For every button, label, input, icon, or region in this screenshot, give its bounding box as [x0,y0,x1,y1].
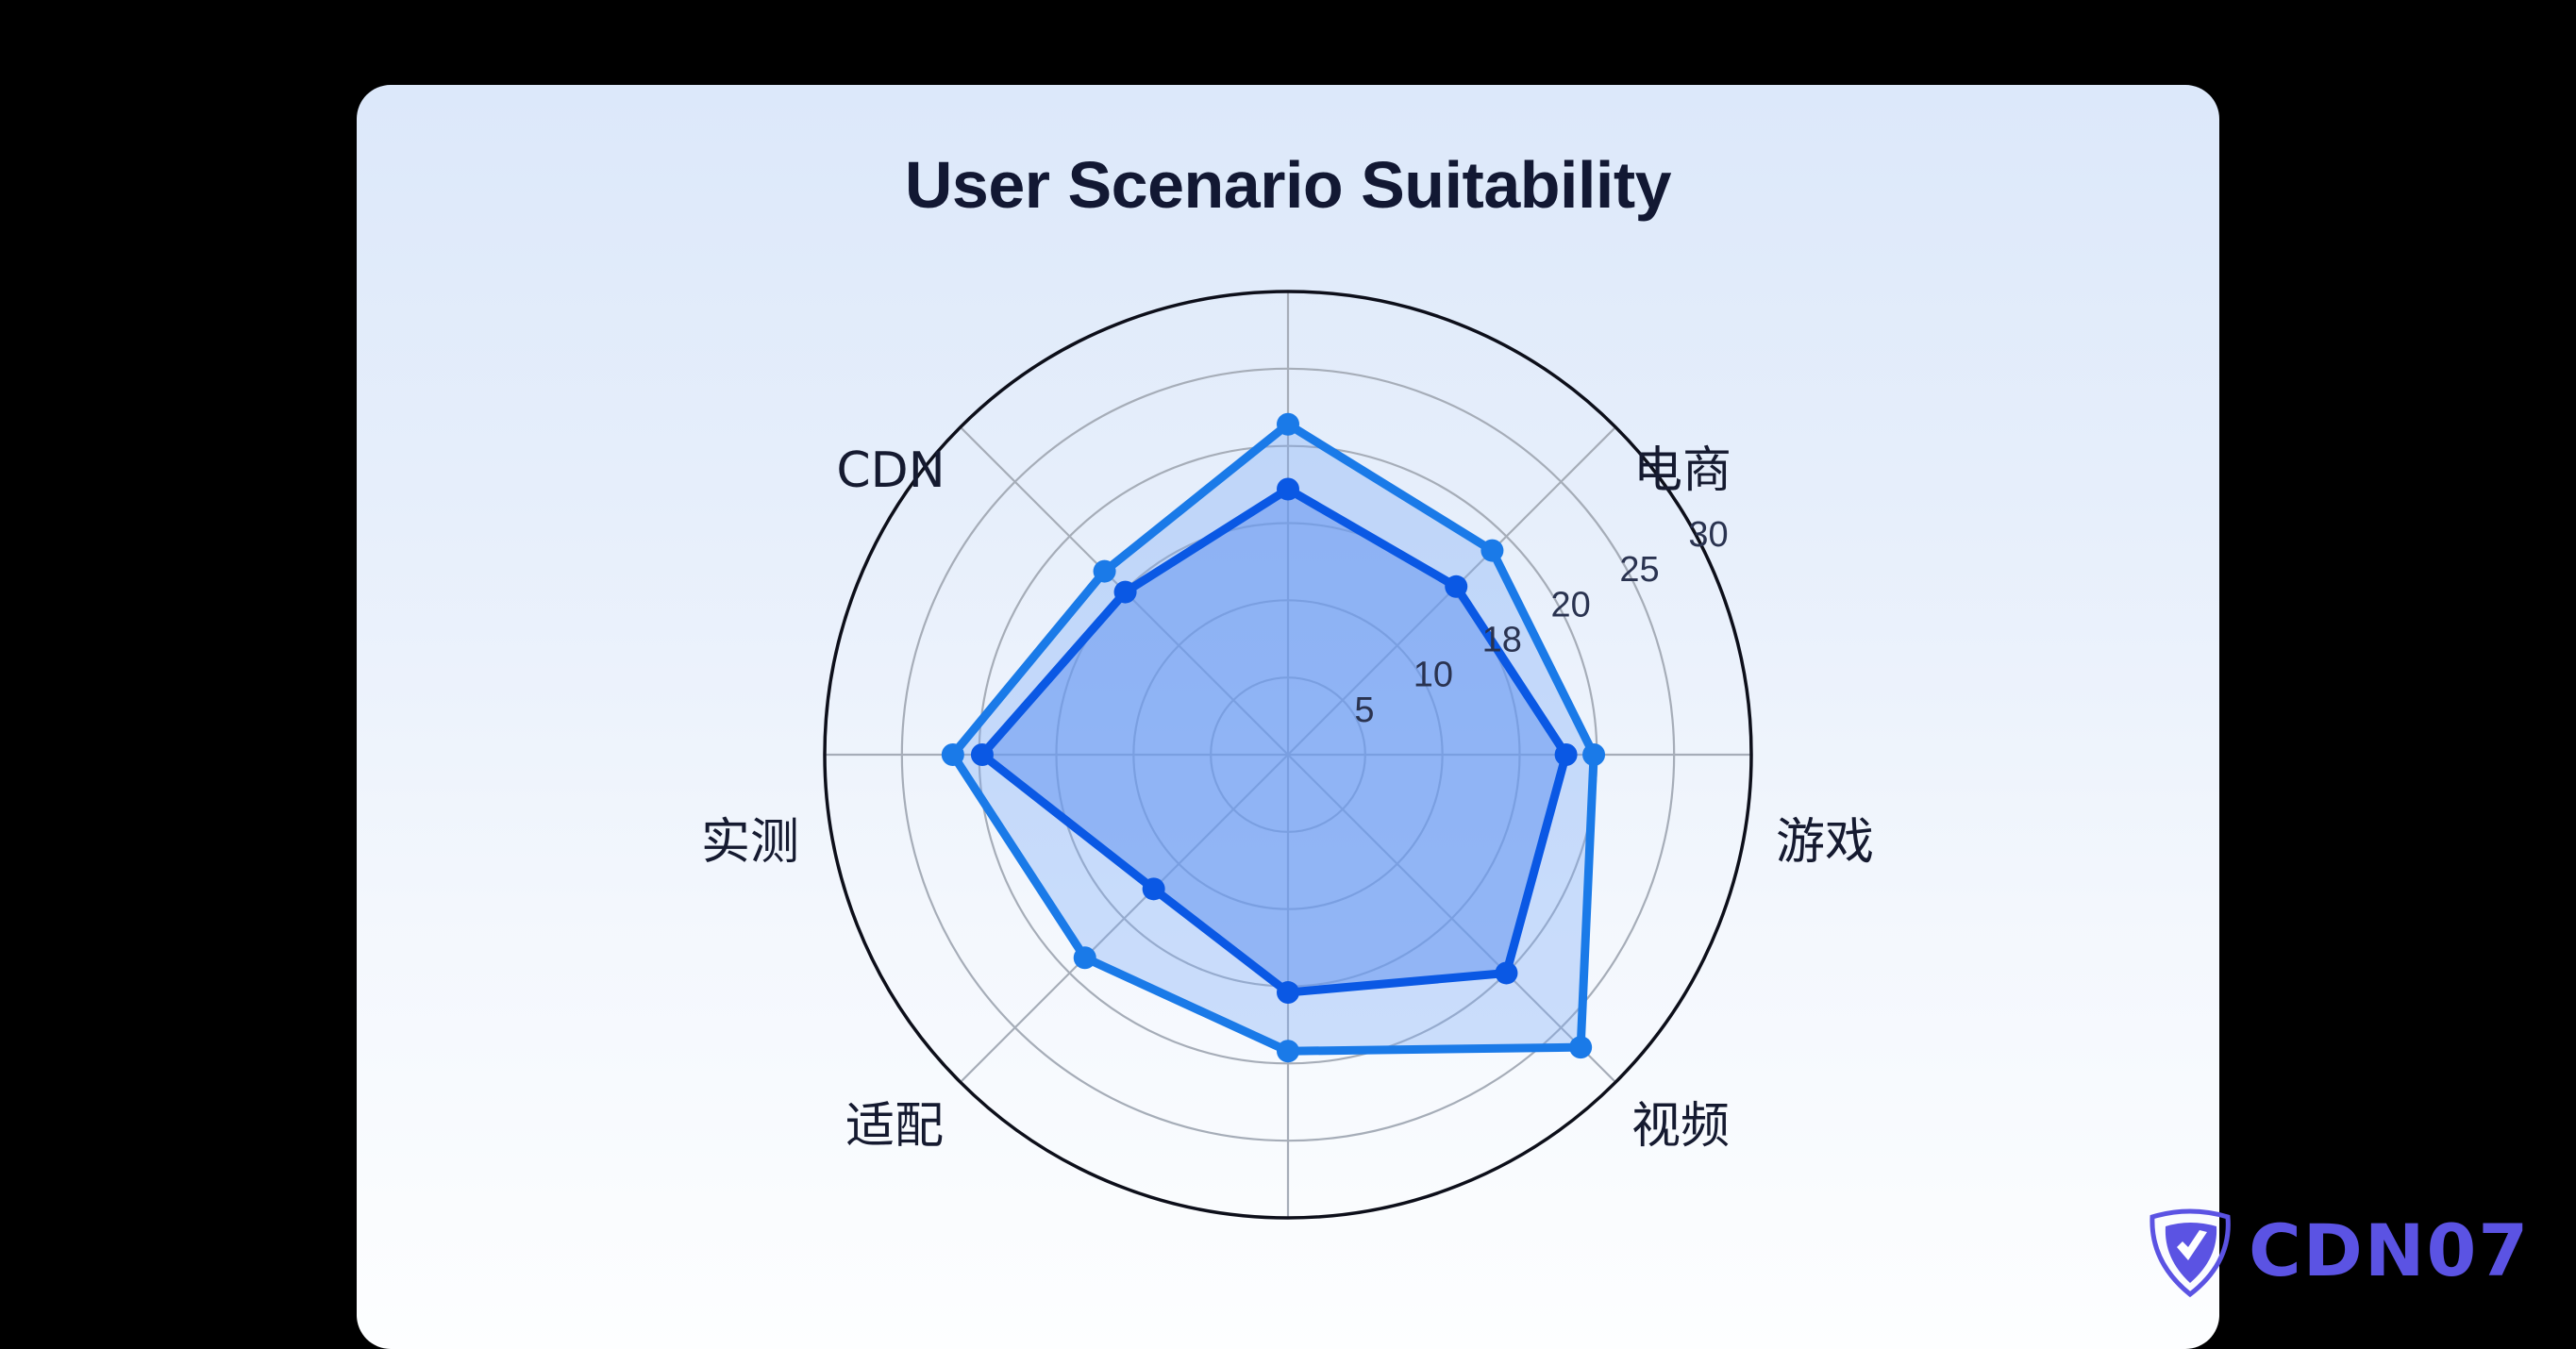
watermark-text: CDN07 [2249,1208,2531,1292]
data-point[interactable] [1277,477,1299,501]
grid-ring [900,367,1676,1142]
axis-label: 适配 [845,1098,944,1155]
radial-tick-labels: 5 10 18 20 25 30 [1354,515,1728,730]
data-point[interactable] [970,743,994,766]
data-point[interactable] [941,743,964,766]
axis-label: 电商 [1633,442,1731,499]
data-point[interactable] [1445,575,1468,598]
data-point[interactable] [1554,743,1578,766]
data-point[interactable] [1277,1040,1299,1063]
data-point[interactable] [1569,1036,1593,1059]
radial-tick-label: 5 [1354,691,1374,730]
data-point[interactable] [1495,961,1518,985]
radial-tick-label: 10 [1413,656,1453,695]
data-point[interactable] [1073,946,1096,970]
outer-ring [823,290,1753,1220]
chart-title: User Scenario Suitability [904,148,1672,222]
axis-label: 视频 [1631,1098,1730,1155]
data-point[interactable] [1480,539,1504,562]
radial-tick-label: 18 [1482,621,1522,660]
axis-label: 实测 [701,814,799,871]
radial-tick-label: 25 [1619,550,1659,590]
data-point[interactable] [1093,559,1116,583]
watermark-logo: CDN07 [2147,1204,2530,1298]
data-point[interactable] [1113,580,1137,604]
axis-label: CDN [836,442,945,499]
series-inner [970,477,1578,1005]
shield-check-icon [2149,1208,2231,1298]
data-point[interactable] [1277,412,1299,436]
radial-tick-label: 30 [1688,515,1728,555]
data-point[interactable] [1142,877,1165,901]
chart-card: User Scenario Suitability 5 10 18 20 25 30 电商… [357,85,2219,1349]
data-point[interactable] [1277,981,1299,1005]
axis-label: 游戏 [1776,814,1874,871]
radial-tick-label: 20 [1551,585,1591,625]
data-point[interactable] [1582,743,1606,766]
radar-series [941,412,1606,1063]
